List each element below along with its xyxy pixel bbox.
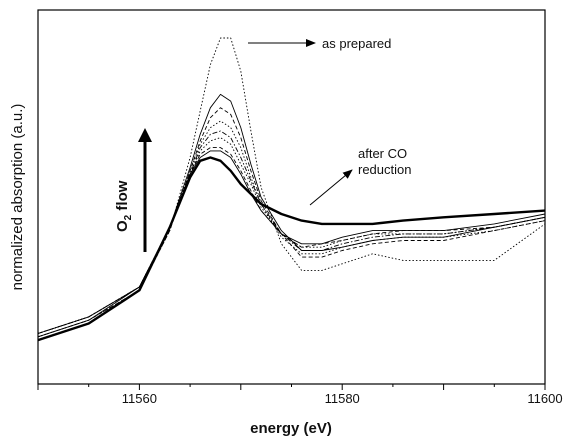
y-axis-title: normalized absorption (a.u.) <box>9 104 26 291</box>
series-line-4 <box>37 120 546 334</box>
x-axis-ticks: 11560 11580 11600 <box>37 384 563 406</box>
o2-flow-label-sub: 2 <box>123 214 134 220</box>
x-axis-title: energy (eV) <box>250 420 332 437</box>
o2-flow-label: O2 flow <box>114 180 134 232</box>
series-line-6 <box>37 137 546 334</box>
series-line-5 <box>37 130 546 334</box>
as-prepared-label: as prepared <box>322 36 391 51</box>
series-line-3 <box>37 107 546 338</box>
after-co-arrow <box>309 169 353 206</box>
series-line-9 <box>37 156 546 342</box>
o2-flow-label-rest: flow <box>114 180 131 214</box>
o2-flow-arrowhead <box>138 128 152 142</box>
x-tick-label: 11580 <box>325 391 360 406</box>
x-tick-label: 11600 <box>527 391 562 406</box>
o2-flow-label-o: O <box>114 220 131 232</box>
after-co-label-line2: reduction <box>358 162 411 177</box>
series-layer <box>37 37 546 342</box>
after-co-label-line1: after CO <box>358 146 407 161</box>
x-tick-label: 11560 <box>122 391 157 406</box>
